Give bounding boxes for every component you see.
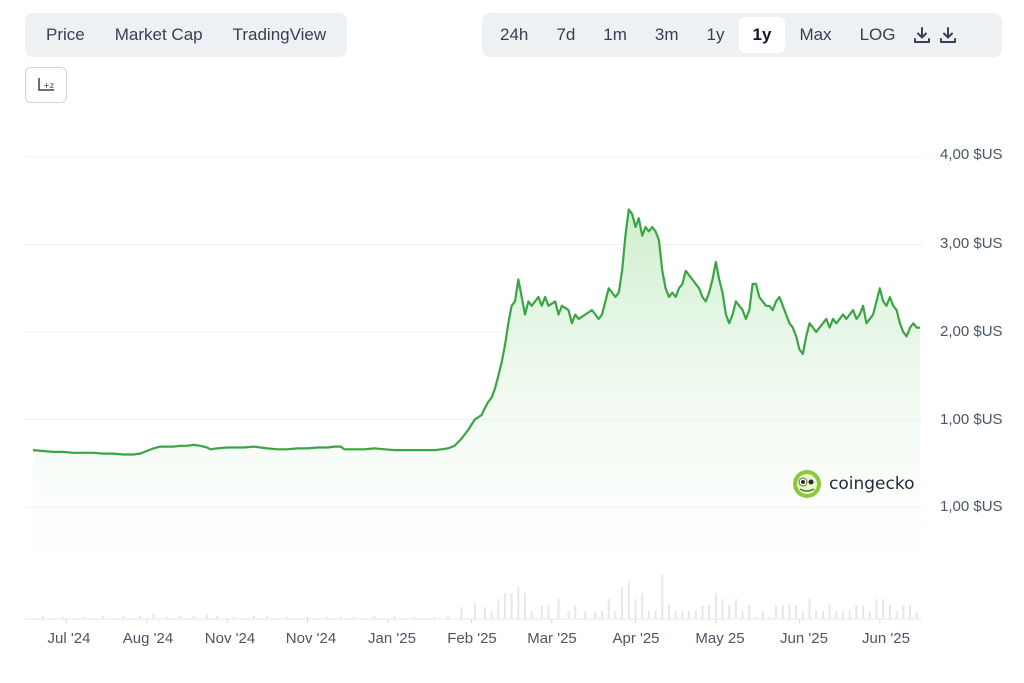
x-tick-label: Jan '25	[368, 630, 416, 647]
y-tick-label: 4,00 $US	[940, 146, 1003, 163]
x-tick-label: Nov '24	[285, 630, 337, 647]
range-3m[interactable]: 3m	[654, 25, 679, 44]
zoom-axis-toggle-button[interactable]: +z	[25, 67, 67, 103]
x-tick-label: Feb '25	[447, 630, 497, 647]
download-icon[interactable]	[909, 17, 935, 53]
tab-tradingview[interactable]: TradingView	[232, 25, 327, 44]
y-tick-label: 1,00 $US	[940, 498, 1003, 515]
y-tick-label: 3,00 $US	[940, 235, 1003, 252]
price-area	[33, 209, 920, 619]
price-line	[32, 208, 920, 456]
coingecko-watermark: coingecko	[792, 469, 914, 499]
x-tick-label: Apr '25	[612, 630, 660, 647]
log-scale-toggle[interactable]: LOG	[859, 25, 896, 44]
watermark-text: coingecko	[829, 474, 915, 494]
y-tick-label: 1,00 $US	[940, 411, 1003, 428]
x-tick-label: Jul '24	[47, 630, 91, 647]
axis-zoom-icon: +z	[38, 78, 54, 91]
range-24h[interactable]: 24h	[500, 25, 529, 44]
range-max[interactable]: Max	[799, 25, 832, 44]
range-tabs: 24h 7d 1m 3m 1y 1y Max LOG	[482, 13, 1002, 57]
range-1m[interactable]: 1m	[603, 25, 627, 44]
coingecko-logo-icon	[793, 470, 821, 498]
range-1y-active[interactable]: 1y	[738, 17, 786, 53]
x-tick-label: May 25	[695, 630, 745, 647]
range-7d[interactable]: 7d	[556, 25, 576, 44]
x-tick-label: Jun '25	[862, 630, 910, 647]
tab-price[interactable]: Price	[46, 25, 85, 44]
toggle-label: +z	[43, 81, 54, 90]
chart-type-tabs: Price Market Cap TradingView	[25, 13, 348, 57]
download-icon[interactable]	[935, 17, 961, 53]
y-tick-label: 2,00 $US	[940, 323, 1003, 340]
x-tick-label: Mar '25	[527, 630, 577, 647]
tab-market-cap[interactable]: Market Cap	[114, 25, 203, 44]
x-tick-label: Nov '24	[204, 630, 256, 647]
x-tick-label: Aug '24	[122, 630, 174, 647]
range-1y[interactable]: 1y	[706, 25, 725, 44]
x-tick-label: Jun '25	[780, 630, 828, 647]
